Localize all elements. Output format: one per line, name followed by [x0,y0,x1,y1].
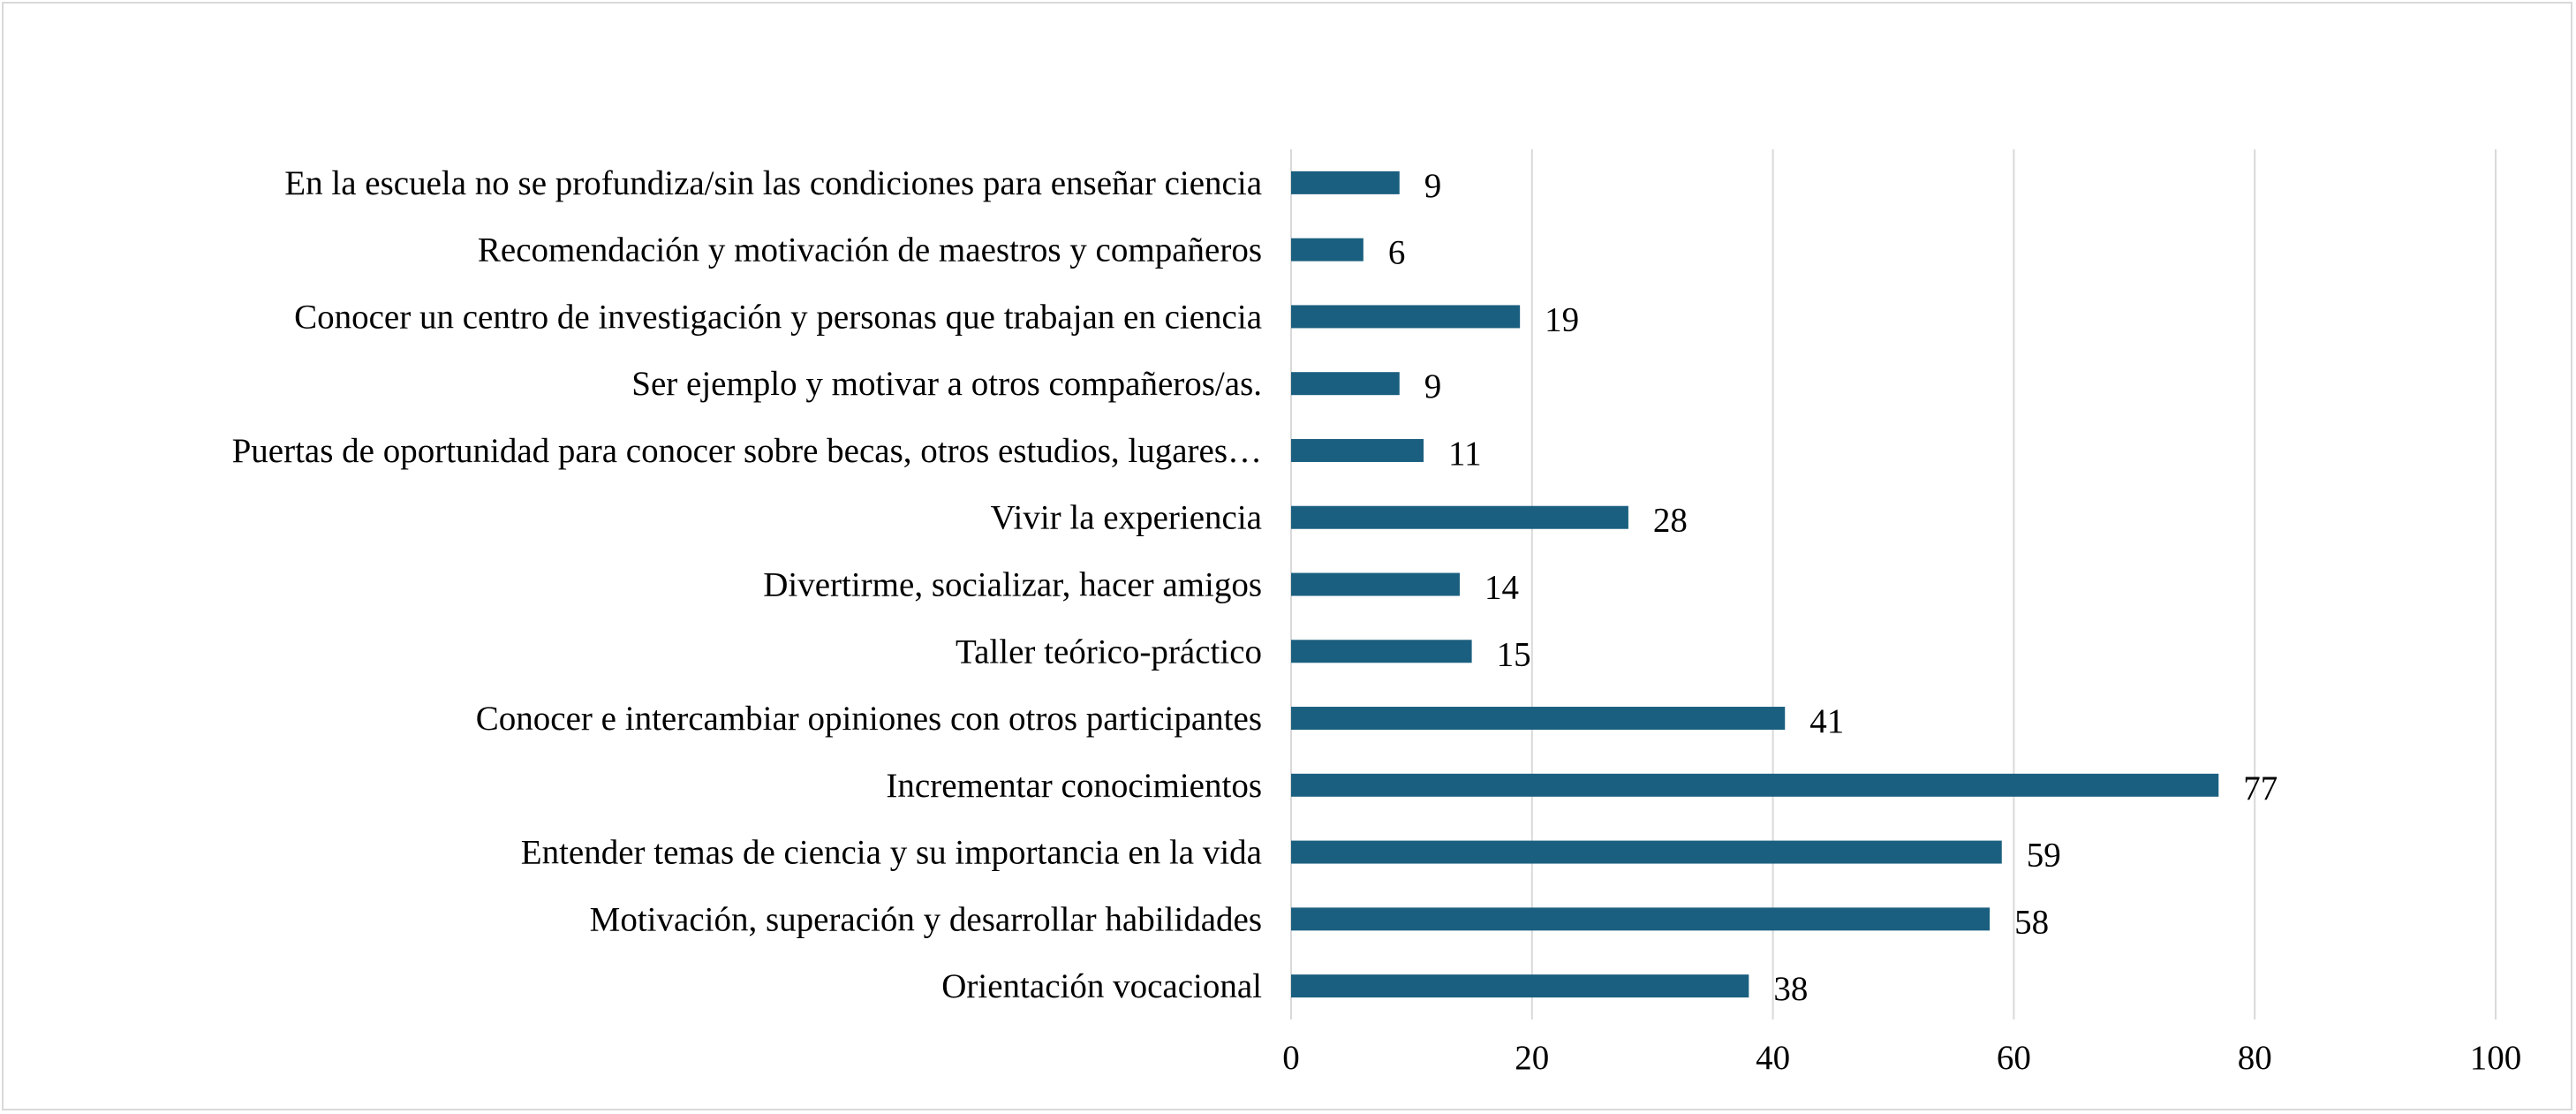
data-label-0: 9 [1424,167,1442,205]
bar-11 [1291,907,1991,931]
category-label-3: Ser ejemplo y motivar a otros compañeros… [631,365,1262,403]
bar-8 [1291,707,1786,731]
category-label-1: Recomendación y motivación de maestros y… [478,231,1262,269]
data-label-12: 38 [1773,970,1808,1008]
data-label-4: 11 [1448,435,1482,473]
category-label-9: Incrementar conocimientos [886,767,1262,805]
data-label-2: 19 [1545,300,1579,338]
x-tick-label-60: 60 [1997,1039,2031,1077]
data-label-8: 41 [1809,702,1844,740]
bar-5 [1291,505,1628,529]
category-label-2: Conocer un centro de investigación y per… [294,298,1262,336]
x-tick-label-0: 0 [1282,1039,1300,1077]
bar-2 [1291,305,1521,329]
category-label-4: Puertas de oportunidad para conocer sobr… [232,432,1262,470]
gridlines [1290,149,2497,1019]
bar-9 [1291,773,2219,797]
x-tick-label-100: 100 [2470,1039,2522,1077]
data-label-1: 6 [1388,234,1406,272]
bar-1 [1291,238,1364,261]
bar-12 [1291,974,1749,998]
category-label-11: Motivación, superación y desarrollar hab… [590,900,1262,938]
category-label-5: Vivir la experiencia [991,499,1262,537]
bar-0 [1291,171,1400,194]
x-axis-tick-labels: 0 20 40 60 80 100 [1282,1039,2521,1077]
data-label-9: 77 [2243,769,2278,807]
category-label-10: Entender temas de ciencia y su importanc… [521,834,1262,872]
bar-chart: En la escuela no se profundiza/sin las c… [232,149,2521,1077]
bar-4 [1291,438,1424,462]
data-label-5: 28 [1653,502,1688,540]
x-tick-label-40: 40 [1756,1039,1790,1077]
data-label-6: 14 [1484,569,1519,607]
bar-6 [1291,572,1460,596]
x-tick-label-20: 20 [1515,1039,1549,1077]
data-label-3: 9 [1424,368,1442,405]
data-label-11: 58 [2014,903,2049,941]
bar-7 [1291,640,1472,663]
category-label-8: Conocer e intercambiar opiniones con otr… [476,700,1262,738]
category-label-6: Divertirme, socializar, hacer amigos [763,566,1262,604]
bars [1291,171,2219,998]
category-label-12: Orientación vocacional [941,967,1262,1005]
category-labels: En la escuela no se profundiza/sin las c… [232,164,1263,1005]
data-label-7: 15 [1497,635,1531,673]
bar-10 [1291,840,2002,864]
data-label-10: 59 [2027,837,2061,875]
category-label-0: En la escuela no se profundiza/sin las c… [284,164,1262,202]
x-tick-label-80: 80 [2238,1039,2272,1077]
category-label-7: Taller teórico-práctico [956,633,1262,671]
bar-3 [1291,372,1400,396]
